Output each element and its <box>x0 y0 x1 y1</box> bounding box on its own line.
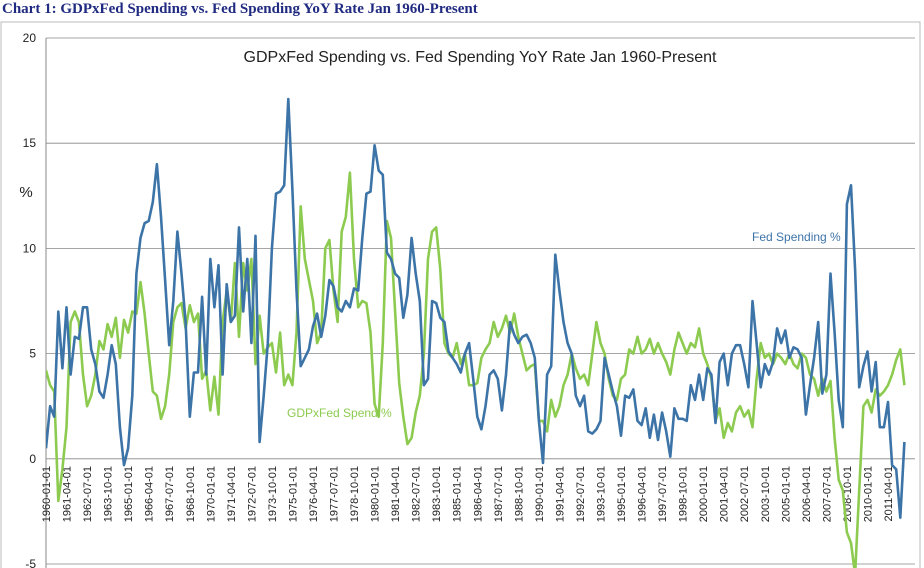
x-tick-label: 2000-01-01 <box>698 466 710 522</box>
y-tick-label: 0 <box>29 452 36 466</box>
x-tick-label: 1972-07-01 <box>246 466 258 522</box>
x-tick-label: 1982-07-01 <box>411 466 423 522</box>
series-label: GDPxFed Spend % <box>287 406 392 420</box>
x-tick-label: 2010-01-01 <box>862 466 874 522</box>
x-tick-label: 1976-04-01 <box>308 466 320 522</box>
y-tick-label: 15 <box>23 136 37 150</box>
x-tick-label: 1963-10-01 <box>103 466 115 522</box>
x-tick-label: 1983-10-01 <box>431 466 443 522</box>
y-tick-label: 10 <box>23 241 37 255</box>
x-tick-label: 1981-04-01 <box>390 466 402 522</box>
x-tick-label: 1997-07-01 <box>657 466 669 522</box>
x-tick-label: 1970-01-01 <box>205 466 217 522</box>
x-tick-label: 1978-10-01 <box>349 466 361 522</box>
x-tick-label: 1988-10-01 <box>513 466 525 522</box>
x-tick-label: 1965-01-01 <box>123 466 135 522</box>
x-tick-label: 1990-01-01 <box>534 466 546 522</box>
x-tick-label: 2005-01-01 <box>780 466 792 522</box>
x-tick-label: 1975-01-01 <box>287 466 299 522</box>
data-line <box>46 171 906 568</box>
x-tick-label: 1960-01-01 <box>41 466 53 522</box>
page-title: Chart 1: GDPxFed Spending vs. Fed Spendi… <box>2 1 478 17</box>
x-tick-label: 2007-07-01 <box>821 466 833 522</box>
x-tick-label: 1986-04-01 <box>472 466 484 522</box>
x-tick-label: 1993-10-01 <box>595 466 607 522</box>
x-tick-label: 2006-04-01 <box>801 466 813 522</box>
x-tick-label: 1991-04-01 <box>554 466 566 522</box>
x-tick-label: 1985-01-01 <box>452 466 464 522</box>
x-tick-label: 1971-04-01 <box>226 466 238 522</box>
x-tick-label: 1966-04-01 <box>144 466 156 522</box>
y-tick-label: 5 <box>29 347 36 361</box>
plot-area <box>46 97 906 568</box>
x-tick-label: 1980-01-01 <box>370 466 382 522</box>
series-label: Fed Spending % <box>752 230 841 244</box>
x-tick-label: 2002-07-01 <box>739 466 751 522</box>
x-tick-label: 1973-10-01 <box>267 466 279 522</box>
x-tick-label: 1987-07-01 <box>493 466 505 522</box>
x-tick-label: 2003-10-01 <box>760 466 772 522</box>
x-tick-label: 1967-07-01 <box>164 466 176 522</box>
chart-frame <box>0 21 921 568</box>
chart-title: GDPxFed Spending vs. Fed Spending YoY Ra… <box>244 49 717 66</box>
x-tick-label: 1968-10-01 <box>185 466 197 522</box>
x-tick-label: 1998-10-01 <box>678 466 690 522</box>
y-axis-label: % <box>19 184 32 201</box>
y-tick-label: 20 <box>23 31 37 45</box>
data-line <box>46 97 906 519</box>
x-tick-label: 1977-07-01 <box>329 466 341 522</box>
x-tick-label: 2001-04-01 <box>719 466 731 522</box>
x-tick-label: 1996-04-01 <box>637 466 649 522</box>
x-tick-label: 1962-07-01 <box>82 466 94 522</box>
y-tick-label: -5 <box>25 557 36 568</box>
x-tick-label: 2011-04-01 <box>883 466 895 521</box>
x-tick-label: 1961-04-01 <box>62 466 74 522</box>
x-tick-label: 1992-07-01 <box>575 466 587 522</box>
x-tick-label: 1995-01-01 <box>616 466 628 522</box>
